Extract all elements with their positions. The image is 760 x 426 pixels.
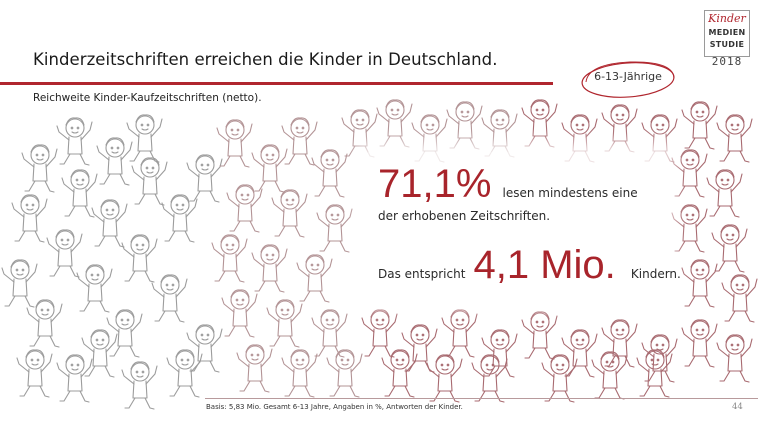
logo-kinder-text: Kinder [708, 12, 746, 25]
logo-medien-text: MEDIEN [708, 28, 746, 37]
kinder-medien-studie-logo: Kinder MEDIEN STUDIE 2018 [701, 10, 753, 68]
reach-millions: 4,1 Mio. [473, 243, 616, 287]
logo-studie-text: STUDIE [709, 40, 745, 49]
reach-percent: 71,1% [378, 162, 492, 206]
slide-subtitle: Reichweite Kinder-Kaufzeitschriften (net… [33, 92, 262, 104]
percent-text: lesen mindestens eine [502, 186, 638, 200]
title-underline [0, 82, 553, 85]
footer-divider [205, 398, 758, 399]
age-group-label: 6-13-Jährige [594, 70, 662, 83]
stats-panel: 71,1% lesen mindestens eine der erhobene… [368, 152, 681, 298]
equivalent-line: Das entspricht 4,1 Mio. Kindern. [378, 245, 681, 285]
footnote: Basis: 5,83 Mio. Gesamt 6-13 Jahre, Anga… [206, 403, 463, 411]
equivalent-suffix: Kindern. [630, 267, 681, 281]
equivalent-prefix: Das entspricht [378, 267, 466, 281]
logo-box: Kinder MEDIEN STUDIE [704, 10, 750, 57]
logo-year: 2018 [711, 55, 743, 68]
percent-line: 71,1% lesen mindestens eine [378, 164, 638, 204]
age-group-badge: 6-13-Jährige [578, 58, 678, 102]
page-number: 44 [732, 402, 743, 412]
hand-drawn-circle-icon [581, 61, 675, 98]
percent-text-continued: der erhobenen Zeitschriften. [378, 209, 551, 223]
slide-title: Kinderzeitschriften erreichen die Kinder… [33, 50, 498, 69]
